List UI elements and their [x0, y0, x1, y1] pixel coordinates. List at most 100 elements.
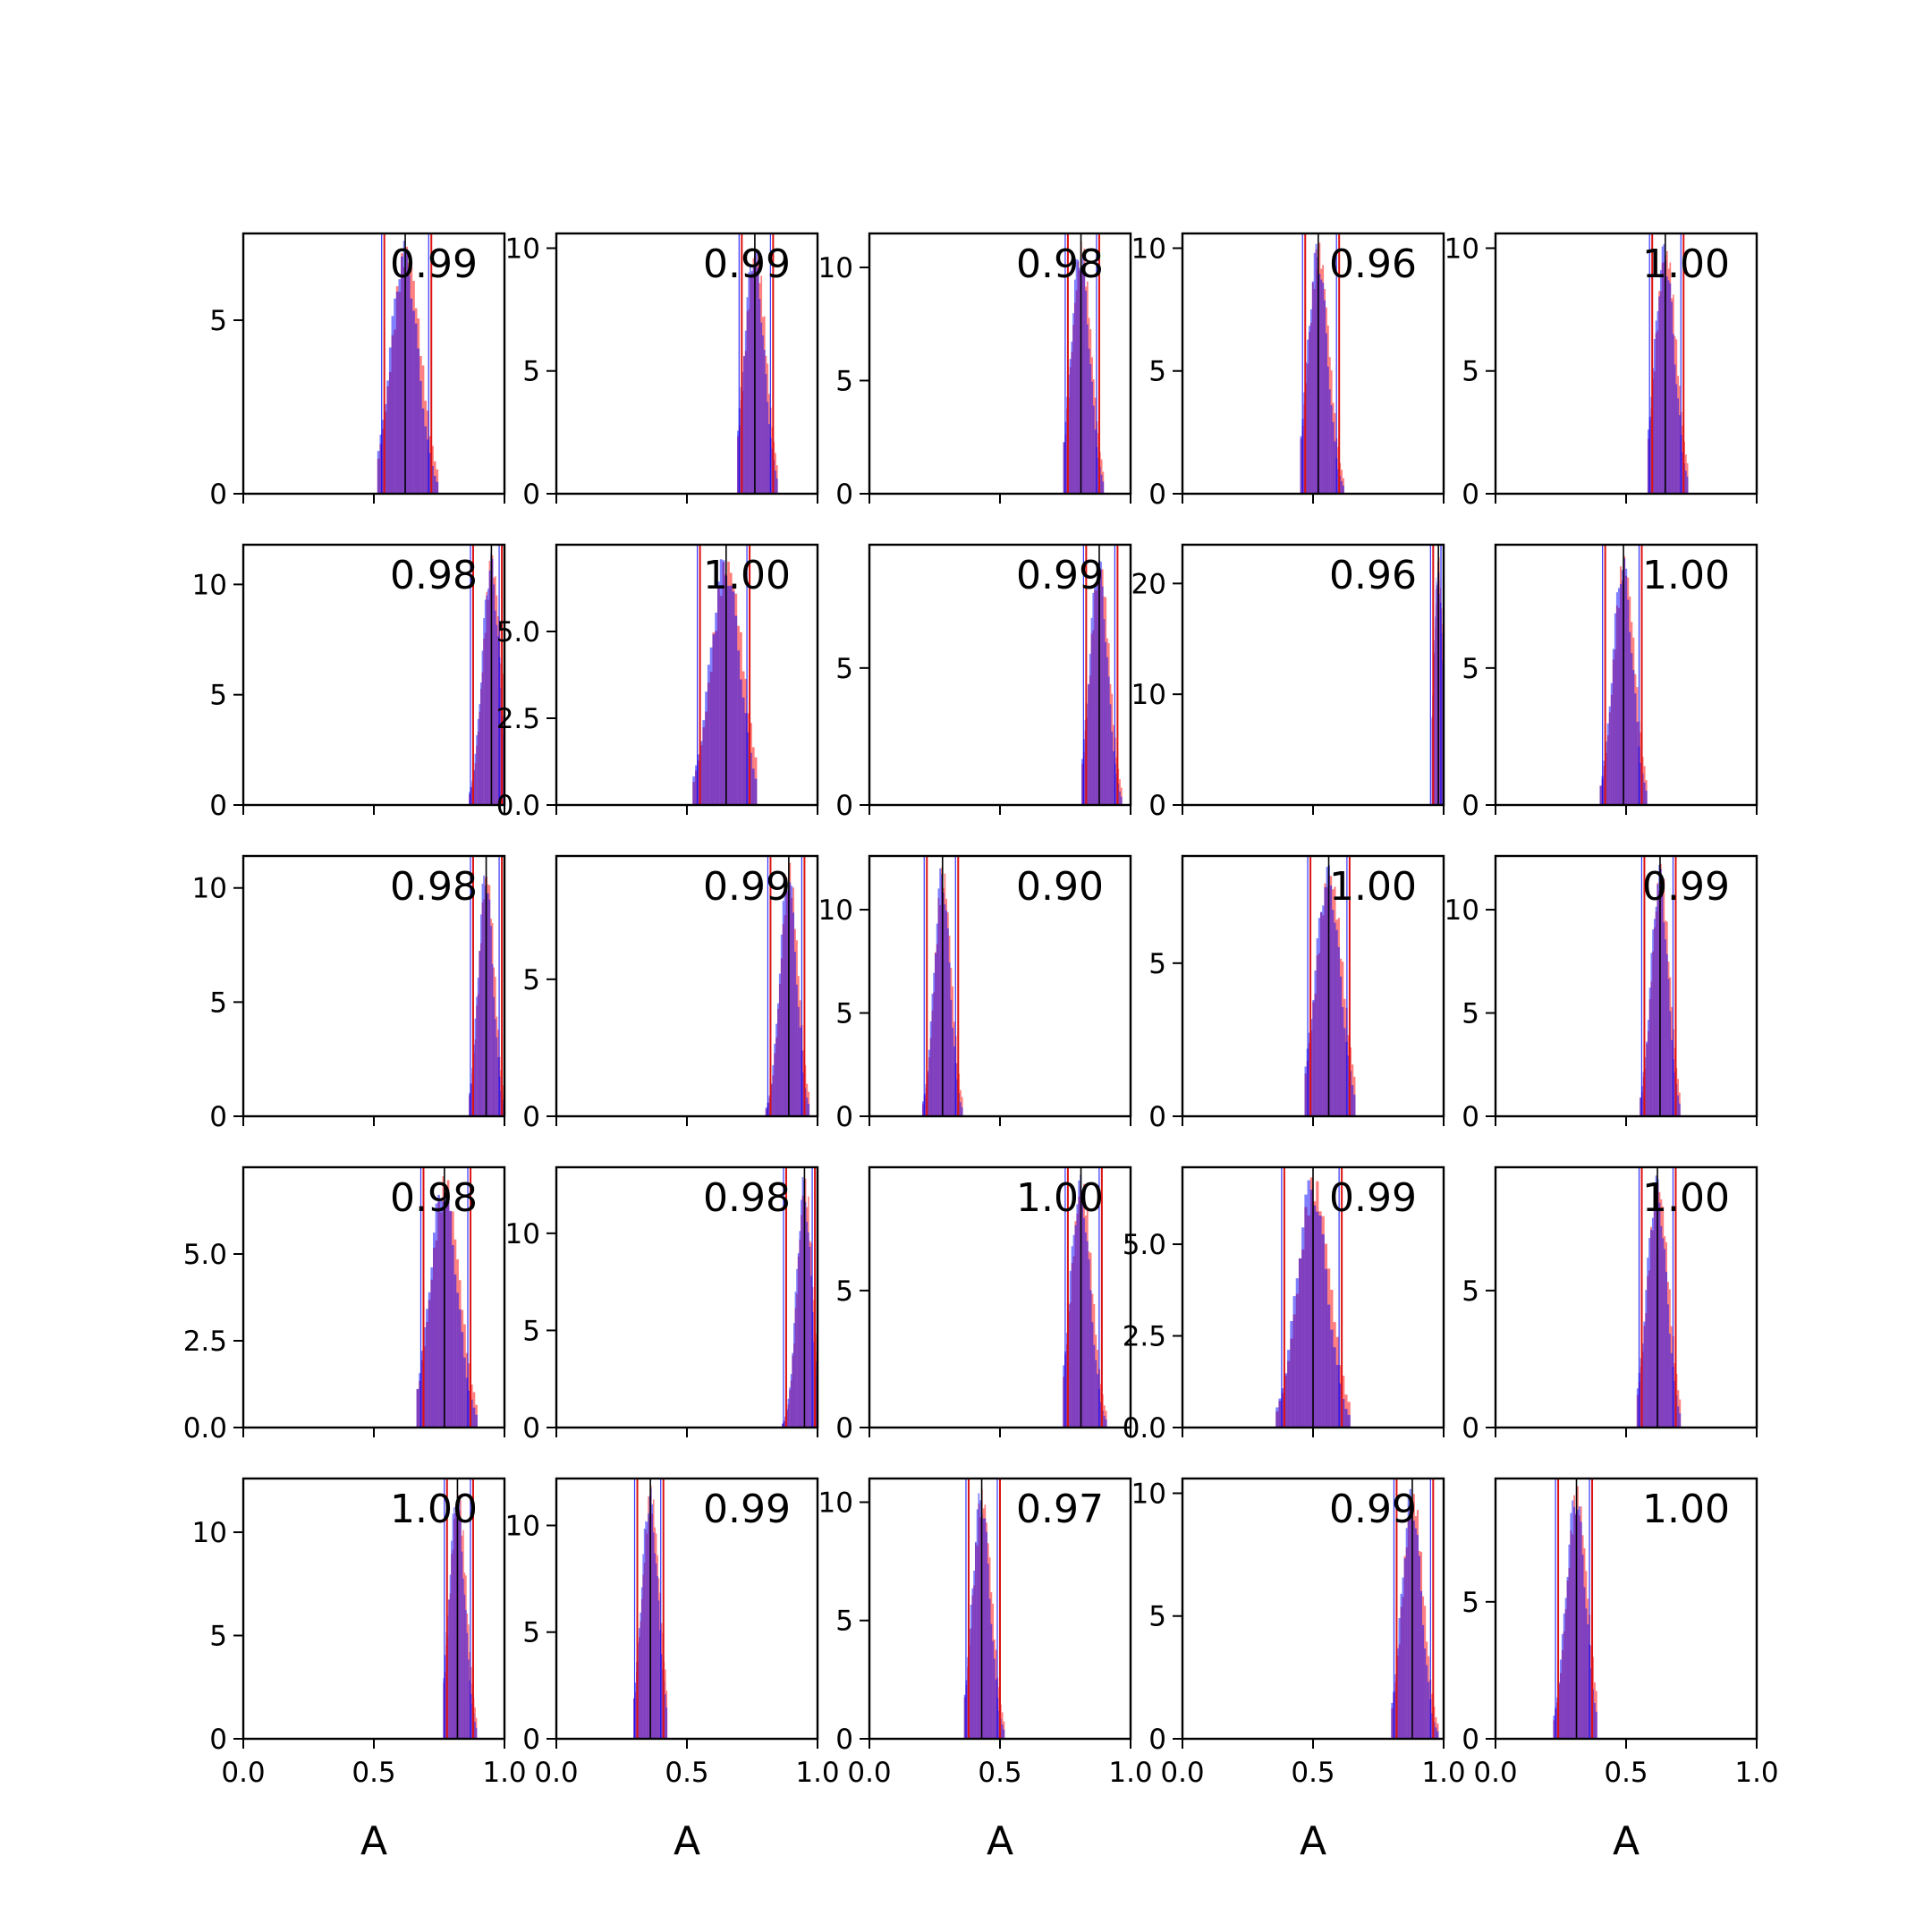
hist-bar-blue	[1658, 296, 1660, 494]
hist-bar-blue	[739, 679, 742, 805]
subplot-7: 0.0 2.5 5.0 1.00	[496, 543, 819, 822]
subplot-5: 0 5 10 1.00	[1445, 232, 1758, 511]
hist-bar-blue	[1316, 1211, 1319, 1428]
hist-bar-blue	[1078, 1180, 1080, 1428]
x-tick-label: 1.0	[1734, 1757, 1778, 1789]
hist-bar-blue	[732, 591, 735, 805]
hist-bar-blue	[461, 1332, 464, 1428]
x-tick-label: 1.0	[1108, 1757, 1152, 1789]
hist-bar-blue	[1678, 1103, 1681, 1116]
hist-bar-blue	[765, 1107, 767, 1116]
hist-bar-blue	[490, 926, 492, 1116]
y-tick-label: 10	[1445, 233, 1479, 265]
panel-value-label: 0.99	[1329, 1487, 1417, 1532]
hist-bar-blue	[1658, 865, 1660, 1116]
y-tick-label: 10	[1131, 1478, 1166, 1510]
hist-bar-blue	[1079, 267, 1080, 494]
hist-bar-blue	[633, 1698, 635, 1739]
panel-value-label: 0.99	[1329, 1175, 1417, 1221]
hist-bar-blue	[789, 882, 792, 1116]
hist-bar-blue	[1072, 313, 1074, 494]
hist-bar-blue	[448, 1599, 450, 1739]
y-tick-label: 10	[1131, 233, 1166, 265]
hist-bar-blue	[1339, 976, 1343, 1116]
hist-bar-blue	[757, 267, 759, 494]
hist-bar-blue	[743, 356, 745, 494]
hist-bar-blue	[1309, 326, 1310, 494]
y-tick-label: 0	[1462, 1412, 1479, 1445]
hist-bar-blue	[1603, 760, 1606, 805]
hist-bar-blue	[1320, 911, 1323, 1116]
plot-area	[1553, 1479, 1597, 1739]
hist-bar-blue	[799, 1231, 801, 1428]
hist-bar-blue	[1332, 910, 1335, 1116]
panel-value-label: 0.97	[1016, 1487, 1104, 1532]
hist-bar-red	[961, 1097, 963, 1116]
hist-bar-blue	[939, 868, 942, 1116]
hist-bar-blue	[1650, 953, 1653, 1116]
hist-bar-blue	[655, 1563, 657, 1739]
hist-bar-blue	[1332, 421, 1335, 494]
plot-area	[921, 856, 963, 1116]
hist-bar-blue	[1097, 1374, 1099, 1428]
hist-bar-blue	[1599, 785, 1602, 805]
y-tick-label: 5	[835, 365, 853, 397]
hist-bar-blue	[443, 1678, 445, 1739]
hist-bar-blue	[1435, 1727, 1437, 1739]
hist-bar-blue	[1439, 602, 1441, 805]
hist-bar-blue	[928, 1049, 930, 1116]
hist-bar-blue	[1580, 1521, 1582, 1739]
hist-bar-blue	[1672, 334, 1674, 494]
hist-bar-blue	[474, 753, 477, 805]
subplot-15: 0 5 10 0.99	[1445, 854, 1758, 1133]
hist-bar-blue	[449, 1574, 452, 1739]
hist-bar-blue	[1101, 586, 1104, 805]
hist-bar-blue	[797, 1006, 800, 1116]
hist-bar-blue	[469, 792, 470, 805]
hist-bar-blue	[1094, 429, 1097, 494]
plot-area	[1599, 545, 1648, 805]
hist-bar-blue	[705, 691, 708, 805]
hist-bar-blue	[1095, 1360, 1097, 1428]
hist-bar-blue	[659, 1630, 661, 1739]
plot-area	[1081, 545, 1123, 805]
hist-bar-blue	[1106, 657, 1108, 805]
hist-bar-blue	[1284, 1373, 1288, 1428]
hist-bar-blue	[974, 1541, 977, 1739]
y-tick-label: 5	[1148, 1601, 1166, 1633]
hist-bar-blue	[488, 570, 491, 805]
hist-bar-blue	[806, 1097, 809, 1116]
x-tick-label: 1.0	[1421, 1757, 1465, 1789]
subplot-9: 0 10 20 0.96	[1131, 543, 1445, 822]
hist-bar-blue	[1674, 364, 1676, 494]
hist-bar-blue	[1585, 1608, 1588, 1739]
hist-bar-blue	[1424, 1648, 1427, 1739]
hist-bar-blue	[484, 599, 487, 805]
y-tick-label: 10	[1445, 894, 1479, 927]
hist-bar-blue	[1398, 1618, 1401, 1739]
x-tick-label: 0.5	[665, 1757, 708, 1789]
hist-bar-blue	[1684, 470, 1687, 494]
hist-bar-blue	[377, 451, 380, 494]
hist-bar-blue	[1100, 561, 1102, 805]
hist-bar-blue	[1572, 1500, 1574, 1739]
subplot-1: 050.99	[209, 232, 506, 511]
hist-bar-blue	[921, 1101, 924, 1116]
hist-bar-blue	[963, 1694, 966, 1739]
hist-bar-blue	[1107, 676, 1110, 805]
hist-bar-blue	[465, 1377, 469, 1428]
hist-bar-blue	[487, 893, 489, 1116]
plot-area	[1640, 856, 1681, 1116]
hist-bar-blue	[483, 875, 485, 1116]
plot-area	[416, 1167, 478, 1428]
hist-bar-blue	[784, 888, 786, 1116]
y-tick-label: 5	[522, 1315, 540, 1347]
hist-bar-blue	[1441, 632, 1443, 805]
hist-bar-blue	[1091, 381, 1093, 494]
hist-bar-blue	[491, 558, 494, 805]
hist-bar-blue	[1353, 1094, 1356, 1116]
hist-bar-blue	[1314, 970, 1317, 1116]
hist-bar-blue	[469, 1092, 470, 1116]
hist-bar-blue	[1318, 274, 1321, 494]
x-tick-label: 0.5	[352, 1757, 395, 1789]
